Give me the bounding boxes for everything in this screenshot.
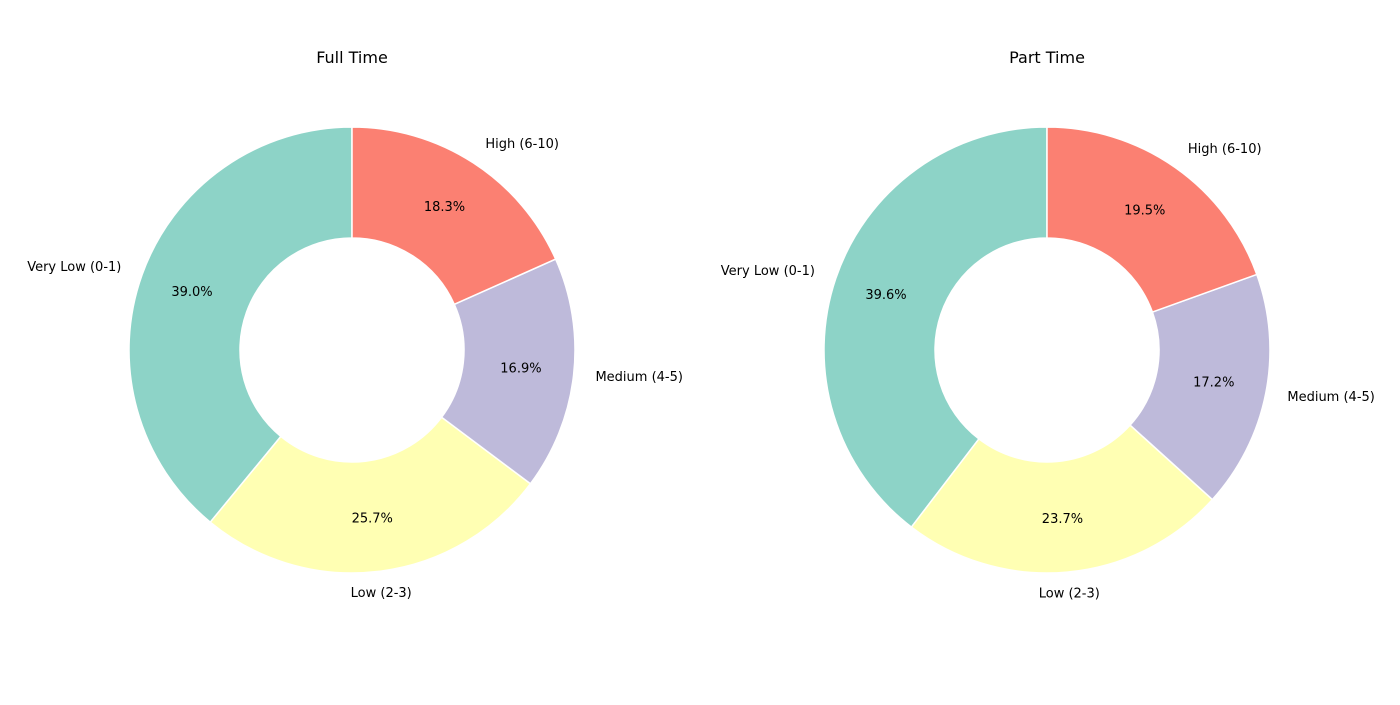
category-label: Medium (4-5) <box>1287 390 1375 405</box>
percent-label: 18.3% <box>424 200 465 215</box>
category-label: High (6-10) <box>1188 142 1262 157</box>
category-label: Medium (4-5) <box>595 370 683 385</box>
donut-slice-high-6-10 <box>351 126 557 306</box>
percent-label: 23.7% <box>1042 512 1083 527</box>
percent-label: 39.0% <box>171 285 212 300</box>
category-label: Low (2-3) <box>1039 586 1100 601</box>
percent-label: 17.2% <box>1193 375 1234 390</box>
donut-slice-medium-4-5 <box>440 258 576 485</box>
percent-label: 25.7% <box>352 511 393 526</box>
category-label: Low (2-3) <box>351 586 412 601</box>
category-label: Very Low (0-1) <box>27 260 121 275</box>
chart-title: Part Time <box>1009 48 1085 67</box>
donut-slice-medium-4-5 <box>1129 273 1271 501</box>
chart-title: Full Time <box>316 48 388 67</box>
part-time-donut-chart: Part Time 39.6% Very Low (0-1) 23.7% Low (2… <box>721 48 1375 601</box>
full-time-donut-chart: Full Time 39.0% Very Low (0-1) 25.7% Low (2… <box>27 48 683 601</box>
percent-label: 19.5% <box>1124 203 1165 218</box>
donut-slice-very-low-0-1 <box>823 126 1048 529</box>
percent-label: 39.6% <box>865 288 906 303</box>
donut-slice-low-2-3 <box>910 424 1214 574</box>
category-label: Very Low (0-1) <box>721 264 815 279</box>
donut-slice-very-low-0-1 <box>128 126 353 524</box>
donut-slice-high-6-10 <box>1046 126 1258 314</box>
category-label: High (6-10) <box>485 137 559 152</box>
percent-label: 16.9% <box>500 361 541 376</box>
donut-slice-low-2-3 <box>209 416 532 574</box>
